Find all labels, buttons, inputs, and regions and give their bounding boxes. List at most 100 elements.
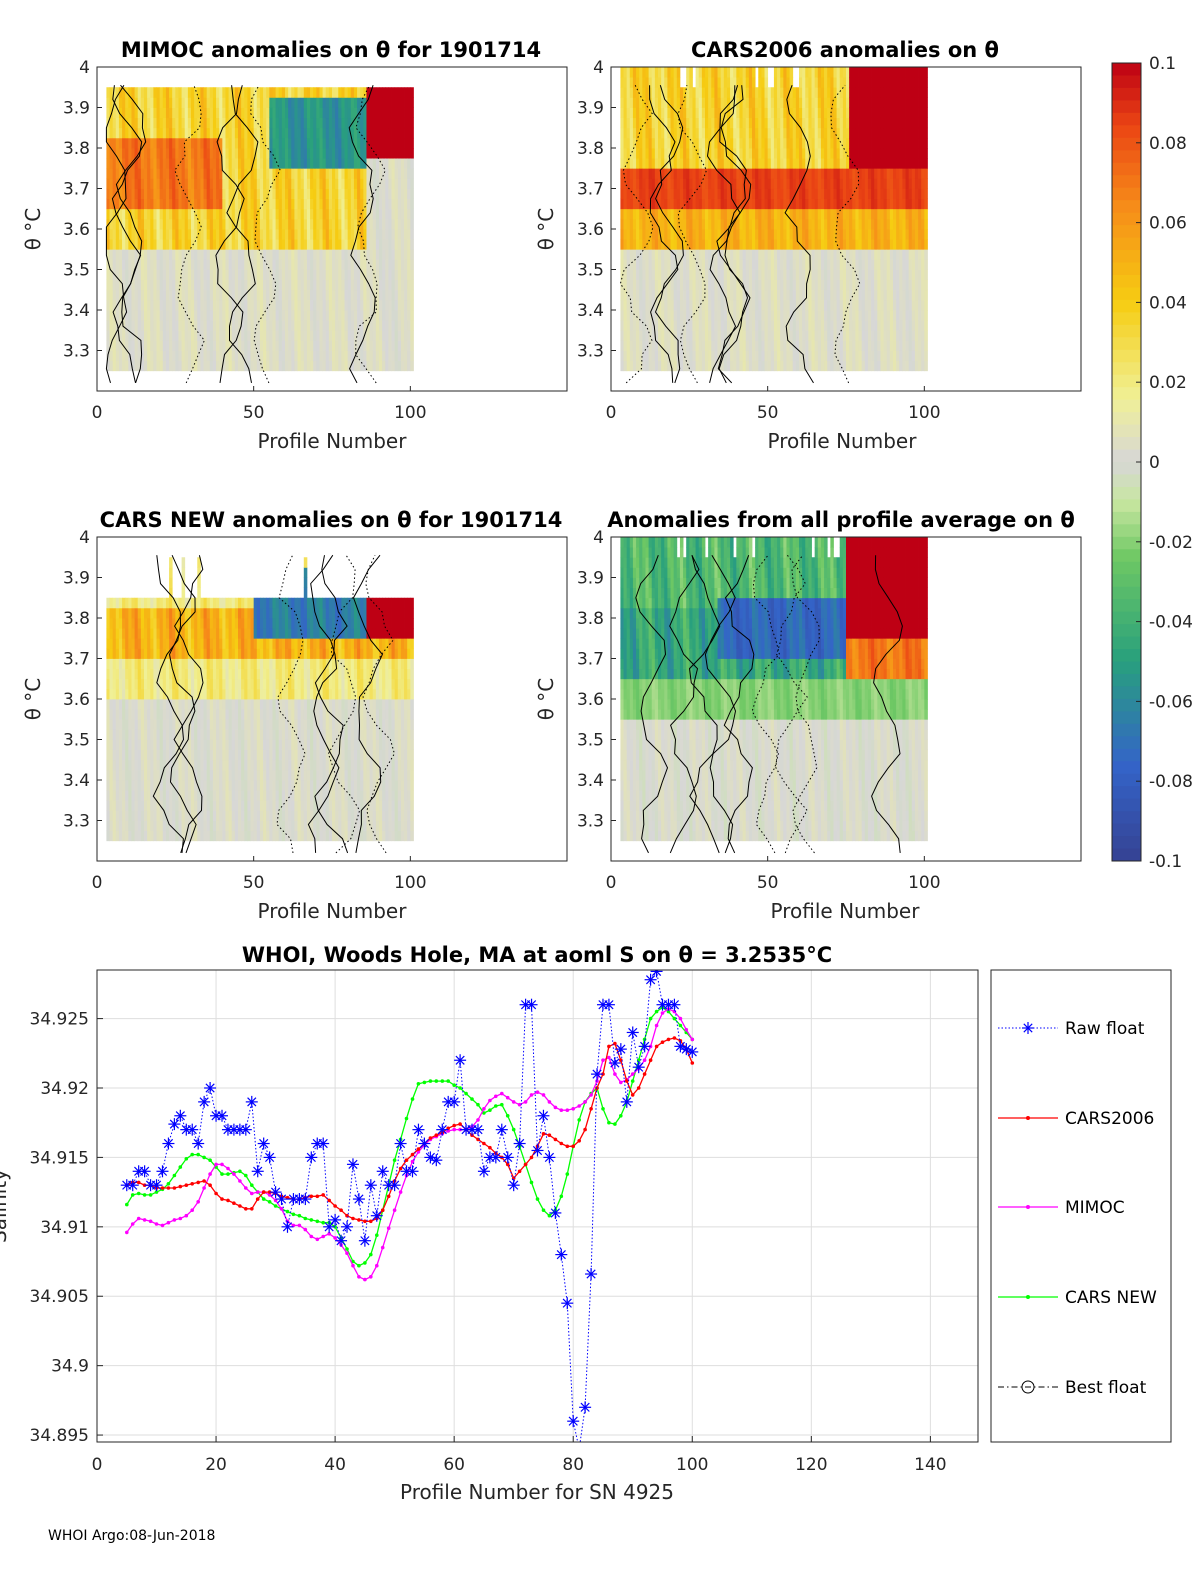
anomaly-cell — [676, 239, 681, 250]
anomaly-cell — [648, 208, 653, 220]
anomaly-cell — [683, 350, 687, 362]
anomaly-cell — [322, 289, 327, 301]
anomaly-cell — [206, 289, 211, 301]
anomaly-cell — [410, 320, 414, 331]
anomaly-cell — [212, 330, 217, 341]
anomaly-cell — [839, 178, 844, 189]
anomaly-cell — [673, 239, 678, 250]
anomaly-cell — [134, 320, 139, 331]
anomaly-cell — [817, 259, 822, 270]
anomaly-cell — [761, 87, 765, 98]
anomaly-cell — [256, 178, 261, 189]
anomaly-cell — [184, 350, 189, 362]
anomaly-cell — [294, 320, 298, 331]
anomaly-cell — [303, 299, 308, 311]
anomaly-cell — [344, 299, 349, 311]
anomaly-cell — [846, 208, 850, 220]
anomaly-cell — [147, 117, 151, 129]
anomaly-cell — [811, 229, 816, 240]
anomaly-cell — [200, 320, 204, 331]
anomaly-cell — [745, 107, 750, 119]
anomaly-cell — [332, 289, 336, 301]
anomaly-cell — [711, 360, 715, 372]
anomaly-cell — [316, 158, 320, 169]
anomaly-cell — [686, 137, 690, 149]
anomaly-cell — [623, 158, 628, 169]
anomaly-cell — [272, 289, 276, 301]
anomaly-cell — [632, 340, 637, 351]
anomaly-cell — [836, 229, 841, 240]
anomaly-cell — [159, 137, 164, 149]
anomaly-cell — [169, 117, 173, 129]
anomaly-cell — [698, 239, 703, 250]
anomaly-cell — [770, 97, 775, 108]
anomaly-cell — [824, 97, 828, 108]
anomaly-cell — [131, 229, 135, 240]
anomaly-cell — [310, 289, 314, 301]
anomaly-cell — [664, 360, 668, 372]
anomaly-cell — [122, 229, 126, 240]
anomaly-cell — [328, 320, 333, 331]
anomaly-cell — [134, 168, 139, 179]
anomaly-cell — [799, 320, 803, 331]
anomaly-cell — [726, 239, 731, 250]
anomaly-cell — [275, 259, 280, 270]
anomaly-cell — [833, 137, 837, 149]
anomaly-cell — [281, 127, 286, 139]
anomaly-cell — [306, 289, 311, 301]
anomaly-cell — [366, 299, 370, 311]
anomaly-cell — [714, 310, 718, 321]
anomaly-cell — [234, 239, 239, 250]
anomaly-cell — [335, 188, 339, 200]
anomaly-cell — [632, 320, 637, 331]
anomaly-cell — [846, 320, 850, 331]
anomaly-cell — [686, 320, 690, 331]
anomaly-cell — [795, 320, 800, 331]
anomaly-cell — [328, 340, 333, 351]
anomaly-cell — [777, 320, 781, 331]
anomaly-cell — [247, 310, 251, 321]
anomaly-cell — [407, 289, 411, 301]
anomaly-cell — [726, 218, 731, 230]
anomaly-cell — [153, 330, 157, 341]
anomaly-cell — [344, 137, 349, 149]
anomaly-cell — [698, 178, 703, 189]
anomaly-cell — [372, 330, 377, 341]
anomaly-cell — [739, 269, 743, 281]
anomaly-cell — [247, 137, 251, 149]
anomaly-cell — [335, 218, 339, 230]
anomaly-cell — [165, 148, 170, 159]
anomaly-cell — [156, 178, 161, 189]
anomaly-cell — [219, 198, 223, 210]
anomaly-cell — [178, 279, 182, 291]
anomaly-cell — [244, 269, 248, 281]
anomaly-cell — [385, 158, 389, 169]
anomaly-cell — [789, 107, 794, 119]
anomaly-cell — [147, 198, 151, 210]
anomaly-cell — [338, 350, 342, 362]
anomaly-cell — [332, 107, 336, 119]
anomaly-cell — [203, 289, 208, 301]
anomaly-cell — [676, 198, 681, 210]
anomaly-cell — [764, 117, 769, 129]
anomaly-cell — [745, 97, 750, 108]
anomaly-cell — [128, 310, 132, 321]
anomaly-cell — [836, 320, 841, 331]
anomaly-cell — [748, 269, 753, 281]
anomaly-cell — [752, 340, 756, 351]
anomaly-cell — [294, 117, 298, 129]
anomaly-cell — [730, 107, 734, 119]
anomaly-cell — [733, 67, 737, 78]
anomaly-cell — [394, 239, 399, 250]
anomaly-cell — [792, 350, 797, 362]
anomaly-cell — [306, 188, 311, 200]
anomaly-cell — [385, 310, 389, 321]
anomaly-cell — [140, 259, 145, 270]
anomaly-cell — [761, 229, 765, 240]
anomaly-cell — [338, 360, 342, 372]
anomaly-cell — [799, 188, 803, 200]
anomaly-cell — [723, 269, 728, 281]
anomaly-cell — [739, 137, 743, 149]
anomaly-cell — [708, 310, 712, 321]
anomaly-cell — [109, 188, 114, 200]
